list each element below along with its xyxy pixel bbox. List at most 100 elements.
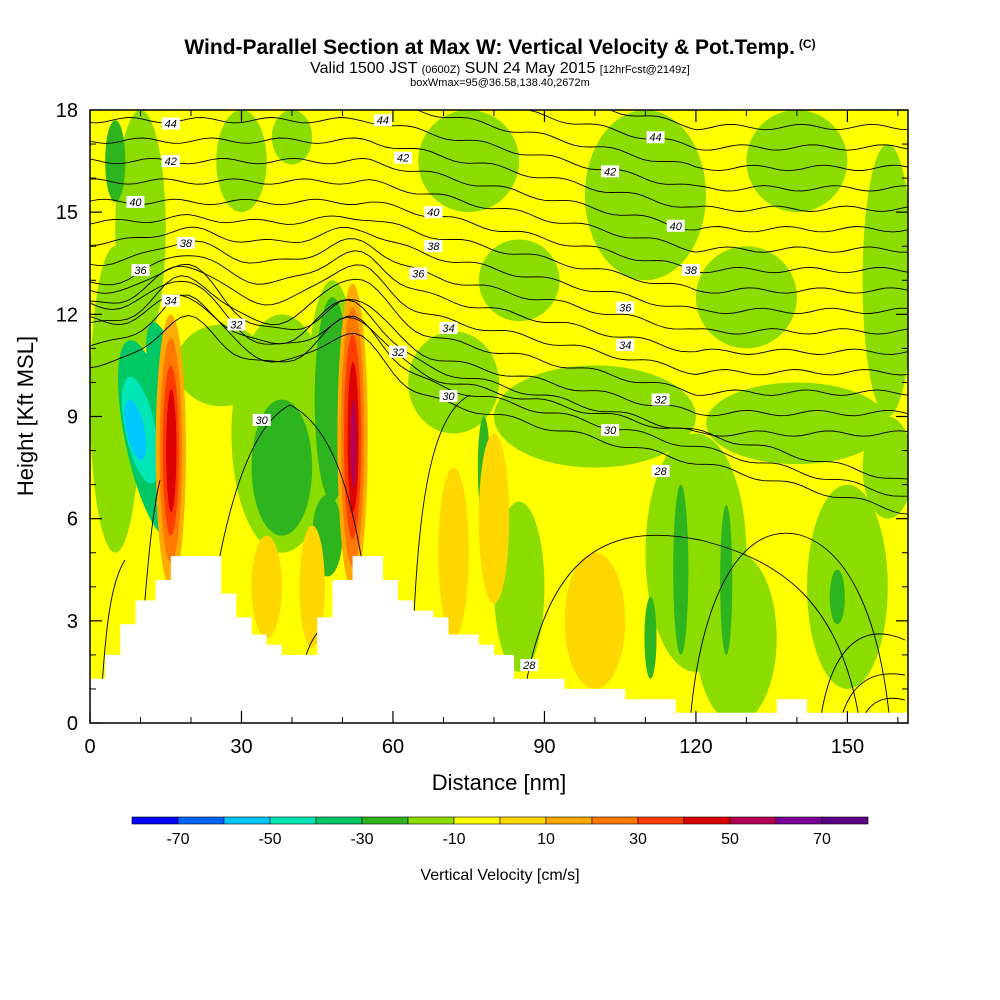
contour-label-bg <box>373 114 392 127</box>
x-tick-label: 90 <box>533 736 555 758</box>
theta-contours <box>90 110 908 723</box>
contour-label-bg <box>424 206 443 219</box>
theta-contour-line <box>90 263 908 480</box>
theta-contour-line <box>90 117 908 192</box>
contour-label: 36 <box>619 303 632 315</box>
theta-contour-line <box>90 214 908 294</box>
theta-contour-line <box>90 178 908 253</box>
velocity-cell <box>251 535 282 638</box>
x-tick-label: 120 <box>679 736 712 758</box>
theta-contour-loop <box>819 633 906 723</box>
contour-labels: 44 44 44 42 42 42 40 40 40 38 38 38 36 36 36 34 34 34 32 32… <box>126 114 700 672</box>
colorbar-swatch <box>683 816 731 825</box>
velocity-cell <box>564 552 626 689</box>
x-tick-label: 60 <box>382 736 404 758</box>
y-tick-label: 15 <box>56 202 78 224</box>
y-tick-label: 18 <box>56 100 78 122</box>
contour-label: 28 <box>653 466 667 478</box>
contour-label-bg <box>439 390 458 403</box>
colorbar-swatch <box>775 816 823 825</box>
contour-label: 42 <box>604 166 616 178</box>
contour-label: 38 <box>685 265 698 277</box>
chart-box-info: boxWmax=95@36.58,138.40,2672m <box>410 77 590 89</box>
contour-label: 34 <box>165 296 177 308</box>
colorbar-swatch <box>269 816 317 825</box>
contour-label: 42 <box>397 153 409 165</box>
contour-label-bg <box>161 155 180 168</box>
chart-subtitle: Valid 1500 JST (0600Z) SUN 24 May 2015 [… <box>310 60 690 77</box>
contour-label-bg <box>252 413 271 426</box>
colorbar-tick-label: 10 <box>537 831 555 848</box>
y-tick-label: 9 <box>67 407 78 429</box>
contour-label-bg <box>227 318 246 331</box>
theta-contour-line <box>90 137 908 212</box>
velocity-cell <box>408 331 499 434</box>
contour-label-bg <box>131 264 150 277</box>
contour-label-bg <box>520 659 539 672</box>
velocity-cell <box>862 416 908 519</box>
theta-contour-line <box>90 315 908 437</box>
contour-label-bg <box>651 464 670 477</box>
chart-title: Wind-Parallel Section at Max W: Vertical… <box>184 36 816 59</box>
colorbar-tick-label: -30 <box>350 831 373 848</box>
x-tick-label: 0 <box>84 736 95 758</box>
velocity-cell <box>251 399 313 536</box>
contour-label-bg <box>389 345 408 358</box>
colorbar-swatch <box>453 816 501 825</box>
velocity-cell <box>829 569 845 625</box>
theta-contour-line <box>90 250 908 355</box>
colorbar-swatch <box>499 816 547 825</box>
contour-label: 38 <box>427 241 440 253</box>
contour-label-bg <box>616 301 635 314</box>
velocity-cell <box>706 382 888 465</box>
y-tick-label: 12 <box>56 304 78 326</box>
terrain-mask <box>90 556 908 723</box>
theta-contour-line <box>90 275 908 396</box>
velocity-cell <box>418 110 520 213</box>
contour-label-bg <box>601 165 620 178</box>
theta-contour-loop <box>839 673 906 723</box>
velocity-cell <box>124 400 147 461</box>
y-tick-label: 6 <box>67 509 78 531</box>
velocity-cell <box>644 596 657 679</box>
colorbar-tick-label: 70 <box>813 831 831 848</box>
contour-label: 30 <box>442 391 455 403</box>
contour-label-bg <box>666 219 685 232</box>
colorbar-swatch <box>223 816 271 825</box>
theta-contour-loop <box>519 534 861 723</box>
colorbar-tick-label: 30 <box>629 831 647 848</box>
contour-label: 40 <box>670 221 683 233</box>
velocity-cell <box>105 120 126 202</box>
colorbar-tick-label: -70 <box>166 831 189 848</box>
contour-label: 34 <box>619 340 631 352</box>
theta-contour-line <box>609 110 908 131</box>
contour-label: 36 <box>134 265 147 277</box>
colorbar-swatch <box>131 816 179 825</box>
contour-label-bg <box>601 424 620 437</box>
colorbar-swatch <box>407 816 455 825</box>
contour-label-bg <box>126 195 145 208</box>
velocity-cell <box>584 110 707 281</box>
y-tick-label: 0 <box>67 713 78 735</box>
theta-contour-line <box>90 294 908 515</box>
theta-contour-line <box>416 110 908 172</box>
contour-label: 44 <box>649 132 661 144</box>
contour-label-bg <box>439 321 458 334</box>
velocity-cell <box>673 484 689 655</box>
contour-label: 32 <box>654 394 666 406</box>
copyright-mark: (C) <box>798 37 816 51</box>
contour-label-bg <box>161 294 180 307</box>
velocity-cell <box>695 246 797 349</box>
colorbar-tick-label: -10 <box>442 831 465 848</box>
theta-contour-line <box>90 280 908 497</box>
contour-label-bg <box>176 236 195 249</box>
contour-label: 30 <box>256 415 269 427</box>
colorbar-swatch <box>821 816 869 825</box>
contour-label: 32 <box>392 347 404 359</box>
theta-contour-line <box>90 226 908 315</box>
colorbar-swatch <box>591 816 639 825</box>
velocity-cell <box>166 389 177 512</box>
contour-label: 38 <box>180 238 193 250</box>
y-tick-label: 3 <box>67 611 78 633</box>
theta-contour-line <box>90 198 908 274</box>
